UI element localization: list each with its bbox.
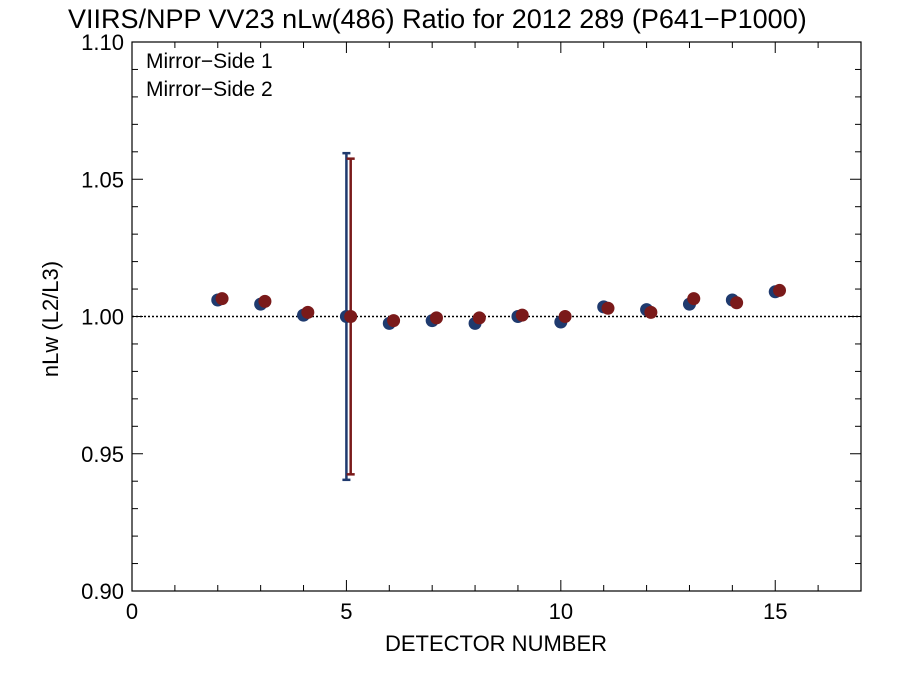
y-tick-label: 1.10 [81,30,124,55]
y-tick-label: 0.95 [81,442,124,467]
data-point-series-2 [644,305,658,319]
y-tick-label: 1.05 [81,167,124,192]
data-point-series-2 [730,296,744,310]
x-tick-label: 5 [340,599,352,624]
data-point-series-2 [515,308,529,322]
x-axis-label: DETECTOR NUMBER [385,631,607,656]
data-point-series-2 [258,294,272,308]
y-axis-label: nLw (L2/L3) [38,261,63,377]
legend: Mirror−Side 1 Mirror−Side 2 [146,50,273,101]
data-point-series-2 [387,314,401,328]
data-point-series-2 [301,305,315,319]
data-point-series-2 [687,292,701,306]
x-tick-label: 15 [763,599,787,624]
y-tick-label: 0.90 [81,579,124,604]
x-tick-label: 10 [549,599,573,624]
data-point-series-2 [558,310,572,323]
x-tick-label: 0 [126,599,138,624]
legend-entry-mirror-side-1: Mirror−Side 1 [146,50,273,73]
data-point-series-2 [601,301,615,315]
data-point-series-2 [472,311,486,325]
legend-entry-mirror-side-2: Mirror−Side 2 [146,78,273,101]
plot-axes: 0 5 10 15 0.90 0.95 1.00 1.05 1.10 [81,30,862,624]
data-point-series-2 [773,283,787,297]
data-point-series-2 [215,292,229,306]
data-point-series-2 [344,310,358,323]
plot-marks [132,151,861,482]
y-tick-label: 1.00 [81,305,124,330]
chart-title: VIIRS/NPP VV23 nLw(486) Ratio for 2012 2… [68,4,807,34]
data-point-series-2 [429,311,443,325]
